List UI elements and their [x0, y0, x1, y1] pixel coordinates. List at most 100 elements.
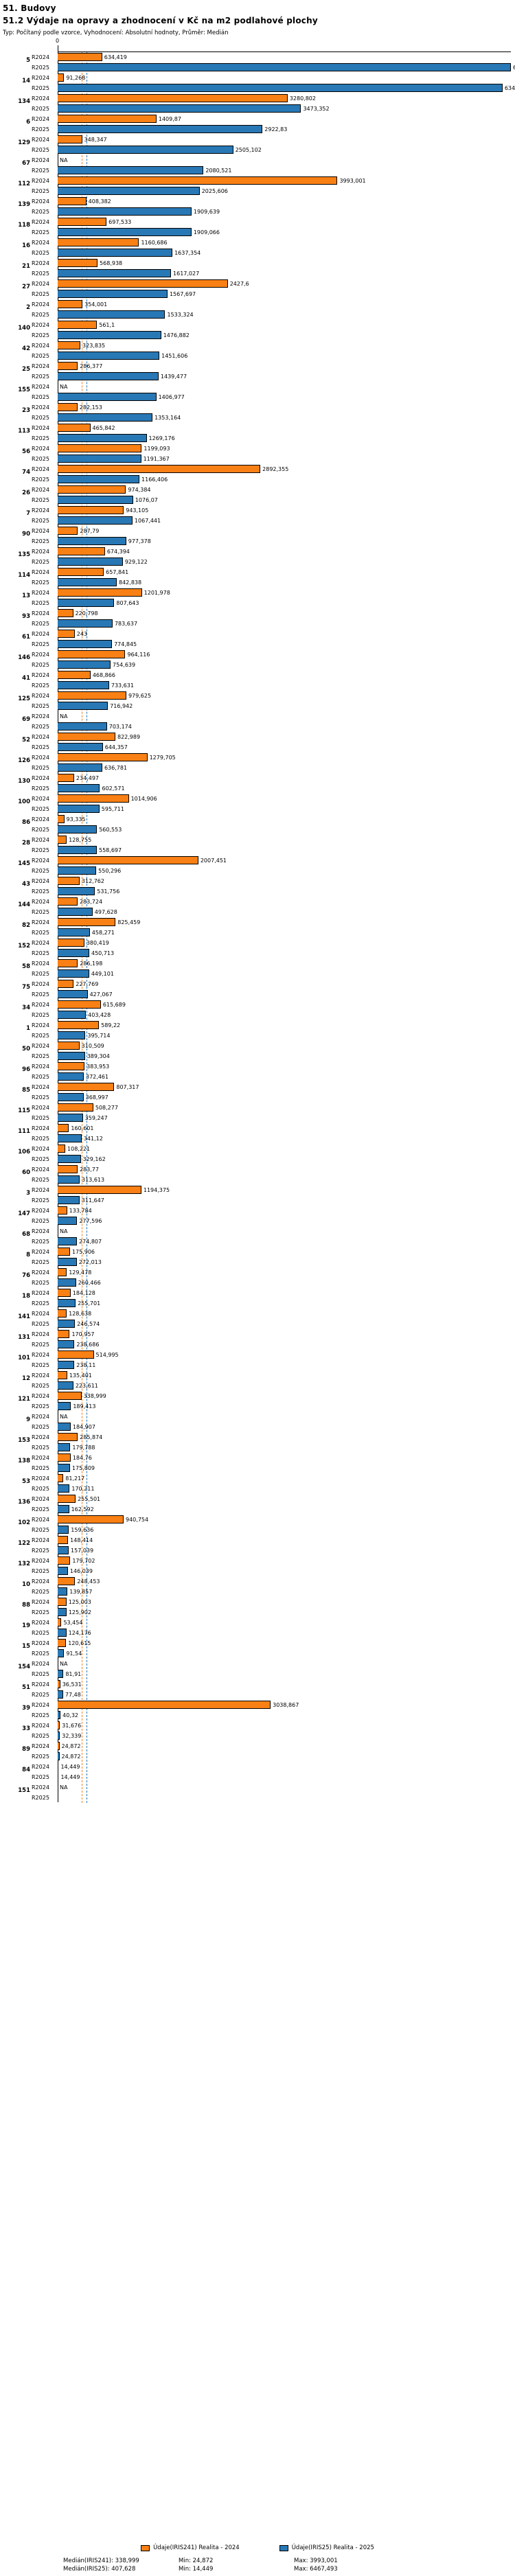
series-label-r2024: R2024 [32, 1434, 49, 1440]
bar-value-label: 589,22 [101, 1022, 121, 1028]
category-label: 18 [22, 1293, 30, 1300]
statistics-cell: Medián(IRIS241): 338,999 [63, 2557, 139, 2564]
series-label-r2024: R2024 [32, 1537, 49, 1543]
series-label-r2025: R2025 [32, 600, 49, 606]
bar-group: 53 R2024 81,217 R2025 170,211 [0, 1473, 515, 1493]
bar-r2025 [58, 1608, 67, 1616]
series-label-r2025: R2025 [32, 1506, 49, 1513]
bar-r2025 [58, 228, 192, 236]
legend-item-r2025[interactable]: Údaje(IRIS25) Realita - 2025 [279, 2544, 374, 2551]
series-label-r2024: R2024 [32, 260, 49, 266]
bar-r2025 [58, 1031, 86, 1039]
bar-r2025 [58, 84, 503, 92]
bar-value-label: 2892,355 [262, 466, 289, 472]
bar-r2024 [58, 1680, 60, 1688]
bar-value-label: 354,001 [84, 301, 108, 308]
bar-r2024 [58, 980, 74, 988]
series-label-r2025: R2025 [32, 930, 49, 936]
bar-group: 121 R2024 338,999 R2025 189,413 [0, 1390, 515, 1411]
bar-value-label: 139,857 [69, 1589, 93, 1595]
bar-group: 122 R2024 148,414 R2025 157,039 [0, 1534, 515, 1555]
bar-value-label: 568,938 [100, 260, 123, 266]
category-label: 114 [18, 572, 30, 579]
series-label-r2024: R2024 [32, 1043, 49, 1049]
series-label-r2024: R2024 [32, 1269, 49, 1276]
category-label: 15 [22, 1643, 30, 1650]
bar-r2025 [58, 825, 98, 833]
category-label: 8 [26, 1252, 30, 1258]
bar-group: 28 R2024 128,755 R2025 558,697 [0, 834, 515, 855]
bar-r2025 [58, 743, 103, 751]
series-label-r2025: R2025 [32, 476, 49, 483]
category-label: 147 [18, 1210, 30, 1217]
series-label-r2025: R2025 [32, 1527, 49, 1533]
bar-r2024 [58, 1371, 67, 1379]
bar-value-label: 774,845 [114, 641, 137, 647]
bar-value-label: 974,384 [128, 487, 151, 493]
category-label: 112 [18, 181, 30, 187]
bar-r2025 [58, 949, 89, 957]
bar-r2024 [58, 176, 338, 185]
category-label: 106 [18, 1149, 30, 1155]
series-label-r2024: R2024 [32, 363, 49, 369]
bar-group: 85 R2024 807,317 R2025 368,997 [0, 1081, 515, 1102]
series-label-r2025: R2025 [32, 971, 49, 977]
series-label-r2024: R2024 [32, 528, 49, 534]
series-label-r2025: R2025 [32, 827, 49, 833]
series-label-r2025: R2025 [32, 1094, 49, 1101]
bar-group: 138 R2024 184,76 R2025 175,809 [0, 1452, 515, 1473]
legend-item-r2024[interactable]: Údaje(IRIS241) Realita - 2024 [141, 2544, 240, 2551]
bar-r2024 [58, 836, 67, 844]
category-label: 121 [18, 1396, 30, 1403]
series-label-r2024: R2024 [32, 75, 49, 81]
category-label: 146 [18, 654, 30, 661]
series-label-r2024: R2024 [32, 672, 49, 678]
bar-group: 151 R2024 NA R2025 [0, 1782, 515, 1802]
bar-group: 41 R2024 468,866 R2025 733,631 [0, 669, 515, 690]
bar-value-label: 497,628 [94, 909, 117, 915]
category-label: 134 [18, 98, 30, 105]
bar-value-label: 657,841 [106, 569, 129, 575]
bar-r2025 [58, 557, 123, 566]
legend-swatch-icon [279, 2544, 288, 2551]
bar-r2025 [58, 1134, 82, 1142]
bar-r2025 [58, 434, 147, 442]
bar-r2025 [58, 763, 102, 772]
series-label-r2025: R2025 [32, 1259, 49, 1265]
bar-group: 76 R2024 129,478 R2025 260,466 [0, 1267, 515, 1287]
series-label-r2025: R2025 [32, 353, 49, 359]
bar-value-label: 458,271 [91, 930, 115, 936]
series-label-r2024: R2024 [32, 1414, 49, 1420]
series-label-r2025: R2025 [32, 1651, 49, 1657]
bar-value-label: 24,872 [61, 1743, 81, 1749]
bar-value-label: 1160,686 [141, 240, 168, 246]
chart-subtitle: Typ: Počítaný podle vzorce, Vyhodnocení:… [3, 30, 229, 36]
bar-value-label: 93,335 [66, 816, 86, 823]
bar-r2024 [58, 403, 78, 411]
bar-r2024 [58, 753, 148, 761]
series-label-r2025: R2025 [32, 291, 49, 297]
bar-r2025 [58, 1587, 68, 1596]
series-label-r2024: R2024 [32, 899, 49, 905]
category-label: 33 [22, 1725, 30, 1732]
bar-r2024 [58, 671, 91, 679]
bar-r2025 [58, 166, 204, 174]
bar-value-label: 329,162 [82, 1156, 106, 1162]
series-label-r2024: R2024 [32, 384, 49, 390]
bar-value-label: 389,304 [87, 1053, 110, 1059]
bar-value-label: 1909,639 [193, 209, 220, 215]
bar-value-label: 146,039 [69, 1568, 93, 1574]
bar-group: 145 R2024 2007,451 R2025 550,296 [0, 855, 515, 875]
bar-value-label: 285,874 [80, 1434, 103, 1440]
bar-value-label: 238,11 [76, 1362, 96, 1368]
bar-group: 8 R2024 175,906 R2025 272,013 [0, 1246, 515, 1267]
statistics-cell: Min: 24,872 [179, 2557, 214, 2564]
series-label-r2024: R2024 [32, 1063, 49, 1070]
series-label-r2025: R2025 [32, 579, 49, 586]
bar-value-label: 560,553 [99, 827, 122, 833]
bar-r2025 [58, 1361, 75, 1369]
bar-group: 56 R2024 1199,093 R2025 1191,367 [0, 443, 515, 463]
category-label: 141 [18, 1313, 30, 1320]
category-label: 58 [22, 963, 30, 970]
